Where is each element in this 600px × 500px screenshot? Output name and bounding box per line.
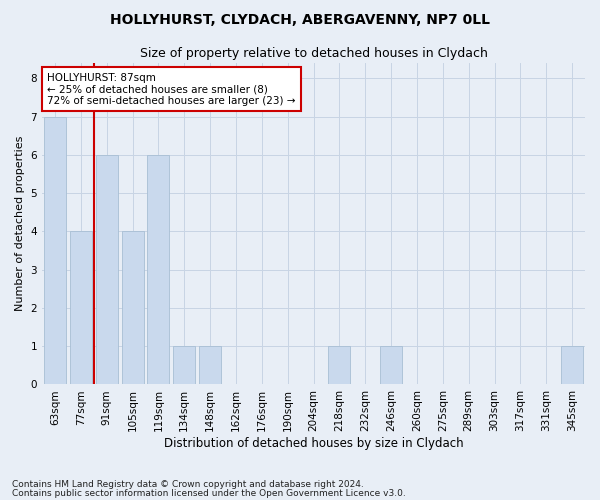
Bar — [44, 116, 66, 384]
Bar — [148, 155, 169, 384]
X-axis label: Distribution of detached houses by size in Clydach: Distribution of detached houses by size … — [164, 437, 463, 450]
Text: Contains HM Land Registry data © Crown copyright and database right 2024.: Contains HM Land Registry data © Crown c… — [12, 480, 364, 489]
Title: Size of property relative to detached houses in Clydach: Size of property relative to detached ho… — [140, 48, 487, 60]
Bar — [122, 232, 143, 384]
Bar — [328, 346, 350, 385]
Bar — [70, 232, 92, 384]
Y-axis label: Number of detached properties: Number of detached properties — [15, 136, 25, 312]
Text: Contains public sector information licensed under the Open Government Licence v3: Contains public sector information licen… — [12, 488, 406, 498]
Bar — [199, 346, 221, 385]
Bar — [95, 155, 118, 384]
Bar — [173, 346, 195, 385]
Bar — [561, 346, 583, 385]
Text: HOLLYHURST: 87sqm
← 25% of detached houses are smaller (8)
72% of semi-detached : HOLLYHURST: 87sqm ← 25% of detached hous… — [47, 72, 296, 106]
Text: HOLLYHURST, CLYDACH, ABERGAVENNY, NP7 0LL: HOLLYHURST, CLYDACH, ABERGAVENNY, NP7 0L… — [110, 12, 490, 26]
Bar — [380, 346, 402, 385]
